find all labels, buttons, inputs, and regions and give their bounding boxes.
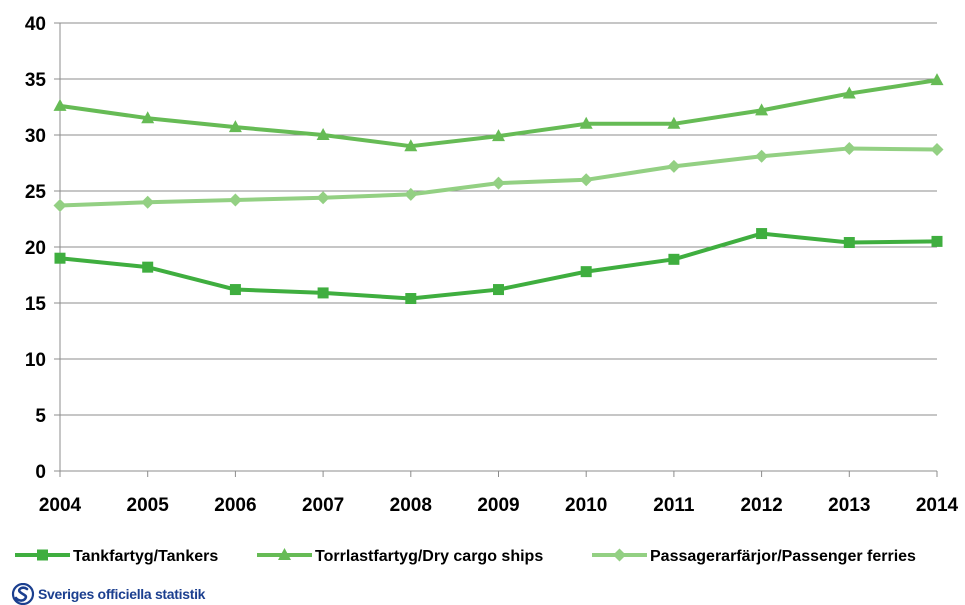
sos-logo-text: Sveriges officiella statistik [38, 586, 206, 602]
series-2 [53, 73, 944, 152]
series-2-point-2010 [579, 116, 593, 129]
y-tick-label-0: 0 [35, 462, 46, 483]
legend-item-2: Torrlastfartyg/Dry cargo ships [257, 548, 543, 565]
axes [54, 22, 938, 477]
sos-logo-icon [11, 583, 35, 605]
series-3-point-2012 [755, 149, 769, 163]
series-2-point-2004 [53, 98, 67, 111]
y-tick-label-5: 5 [35, 406, 46, 427]
y-tick-label-35: 35 [25, 70, 47, 91]
series-1-point-2006 [229, 284, 241, 296]
legend-label-1: Tankfartyg/Tankers [73, 548, 218, 565]
legend-item-1: Tankfartyg/Tankers [15, 548, 218, 565]
x-tick-label-2004: 2004 [39, 495, 82, 516]
x-tick-label-2005: 2005 [127, 495, 170, 516]
x-tick-label-2009: 2009 [477, 495, 519, 516]
series-2-point-2011 [667, 116, 681, 129]
y-tick-label-30: 30 [25, 126, 46, 147]
legend-item-3: Passagerarfärjor/Passenger ferries [592, 548, 916, 565]
series-2-point-2014 [930, 73, 944, 86]
series-2-point-2008 [404, 139, 418, 152]
series-1-point-2010 [580, 266, 592, 278]
y-tick-label-15: 15 [25, 294, 47, 315]
series-2-point-2007 [316, 128, 330, 140]
series-1-point-2012 [756, 228, 768, 240]
series-3-point-2007 [316, 191, 330, 205]
legend: Tankfartyg/Tankers Torrlastfartyg/Dry car… [15, 548, 916, 565]
series-2-point-2006 [228, 120, 242, 133]
y-tick-label-40: 40 [25, 14, 46, 35]
series-3-point-2011 [667, 159, 681, 173]
series-3 [53, 141, 944, 213]
y-tick-label-10: 10 [25, 350, 46, 371]
series-3-point-2008 [404, 187, 418, 201]
sos-logo: Sveriges officiella statistik [8, 583, 205, 605]
x-tick-label-2014: 2014 [916, 495, 959, 516]
legend-swatch-marker-1 [37, 549, 48, 561]
x-tick-label-2012: 2012 [740, 495, 782, 516]
x-tick-labels: 2004 2005 2006 2007 2008 2009 2010 2011 2012 2013… [39, 495, 959, 516]
y-tick-labels: 0 5 10 15 20 25 30 35 40 [25, 14, 47, 483]
x-tick-label-2007: 2007 [302, 495, 344, 516]
series-3-point-2009 [492, 176, 505, 190]
series-1-point-2014 [931, 235, 943, 247]
series-1-point-2013 [843, 237, 855, 249]
legend-swatch-marker-3 [613, 548, 626, 562]
series-2-point-2009 [492, 129, 505, 142]
x-tick-label-2011: 2011 [653, 495, 695, 516]
series-3-point-2014 [930, 143, 944, 157]
series-1-point-2007 [317, 287, 329, 299]
gridlines [60, 22, 937, 416]
x-tick-label-2010: 2010 [565, 495, 607, 516]
series-1-point-2009 [493, 284, 504, 296]
series-2-point-2005 [141, 111, 155, 124]
x-tick-label-2006: 2006 [214, 495, 256, 516]
series-2-point-2013 [842, 86, 856, 99]
series-1-point-2005 [142, 261, 154, 273]
series-group [53, 73, 944, 305]
y-tick-label-20: 20 [25, 238, 46, 259]
legend-label-3: Passagerarfärjor/Passenger ferries [650, 548, 916, 565]
series-3-point-2010 [579, 173, 593, 187]
series-1 [54, 228, 943, 305]
y-tick-label-25: 25 [25, 182, 47, 203]
x-tick-label-2013: 2013 [828, 495, 870, 516]
series-3-point-2013 [842, 141, 856, 155]
legend-swatch-marker-2 [278, 548, 291, 560]
series-1-point-2011 [668, 253, 680, 265]
series-1-point-2004 [54, 252, 66, 264]
legend-label-2: Torrlastfartyg/Dry cargo ships [315, 548, 543, 565]
series-3-point-2004 [53, 199, 67, 213]
series-1-point-2008 [405, 293, 417, 305]
series-3-point-2006 [228, 193, 242, 207]
series-2-point-2012 [755, 103, 769, 116]
x-tick-label-2008: 2008 [390, 495, 432, 516]
series-3-point-2005 [141, 195, 155, 209]
